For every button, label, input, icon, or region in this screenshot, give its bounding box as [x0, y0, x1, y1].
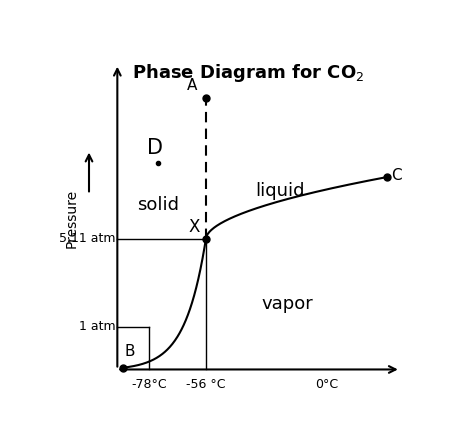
Text: D: D [147, 138, 163, 158]
Text: -56 °C: -56 °C [186, 378, 226, 391]
Text: B: B [124, 344, 135, 359]
Text: Pressure: Pressure [64, 189, 78, 248]
Text: 0°C: 0°C [315, 378, 338, 391]
Text: X: X [188, 218, 200, 235]
Text: 1 atm: 1 atm [79, 320, 116, 333]
Text: solid: solid [137, 196, 179, 214]
Text: vapor: vapor [261, 295, 313, 313]
Text: C: C [391, 168, 401, 183]
Text: A: A [186, 78, 197, 93]
Text: liquid: liquid [255, 182, 305, 200]
Text: 5.11 atm: 5.11 atm [59, 232, 116, 245]
Text: -78°C: -78°C [132, 378, 167, 391]
Text: Phase Diagram for CO$_2$: Phase Diagram for CO$_2$ [132, 62, 365, 84]
